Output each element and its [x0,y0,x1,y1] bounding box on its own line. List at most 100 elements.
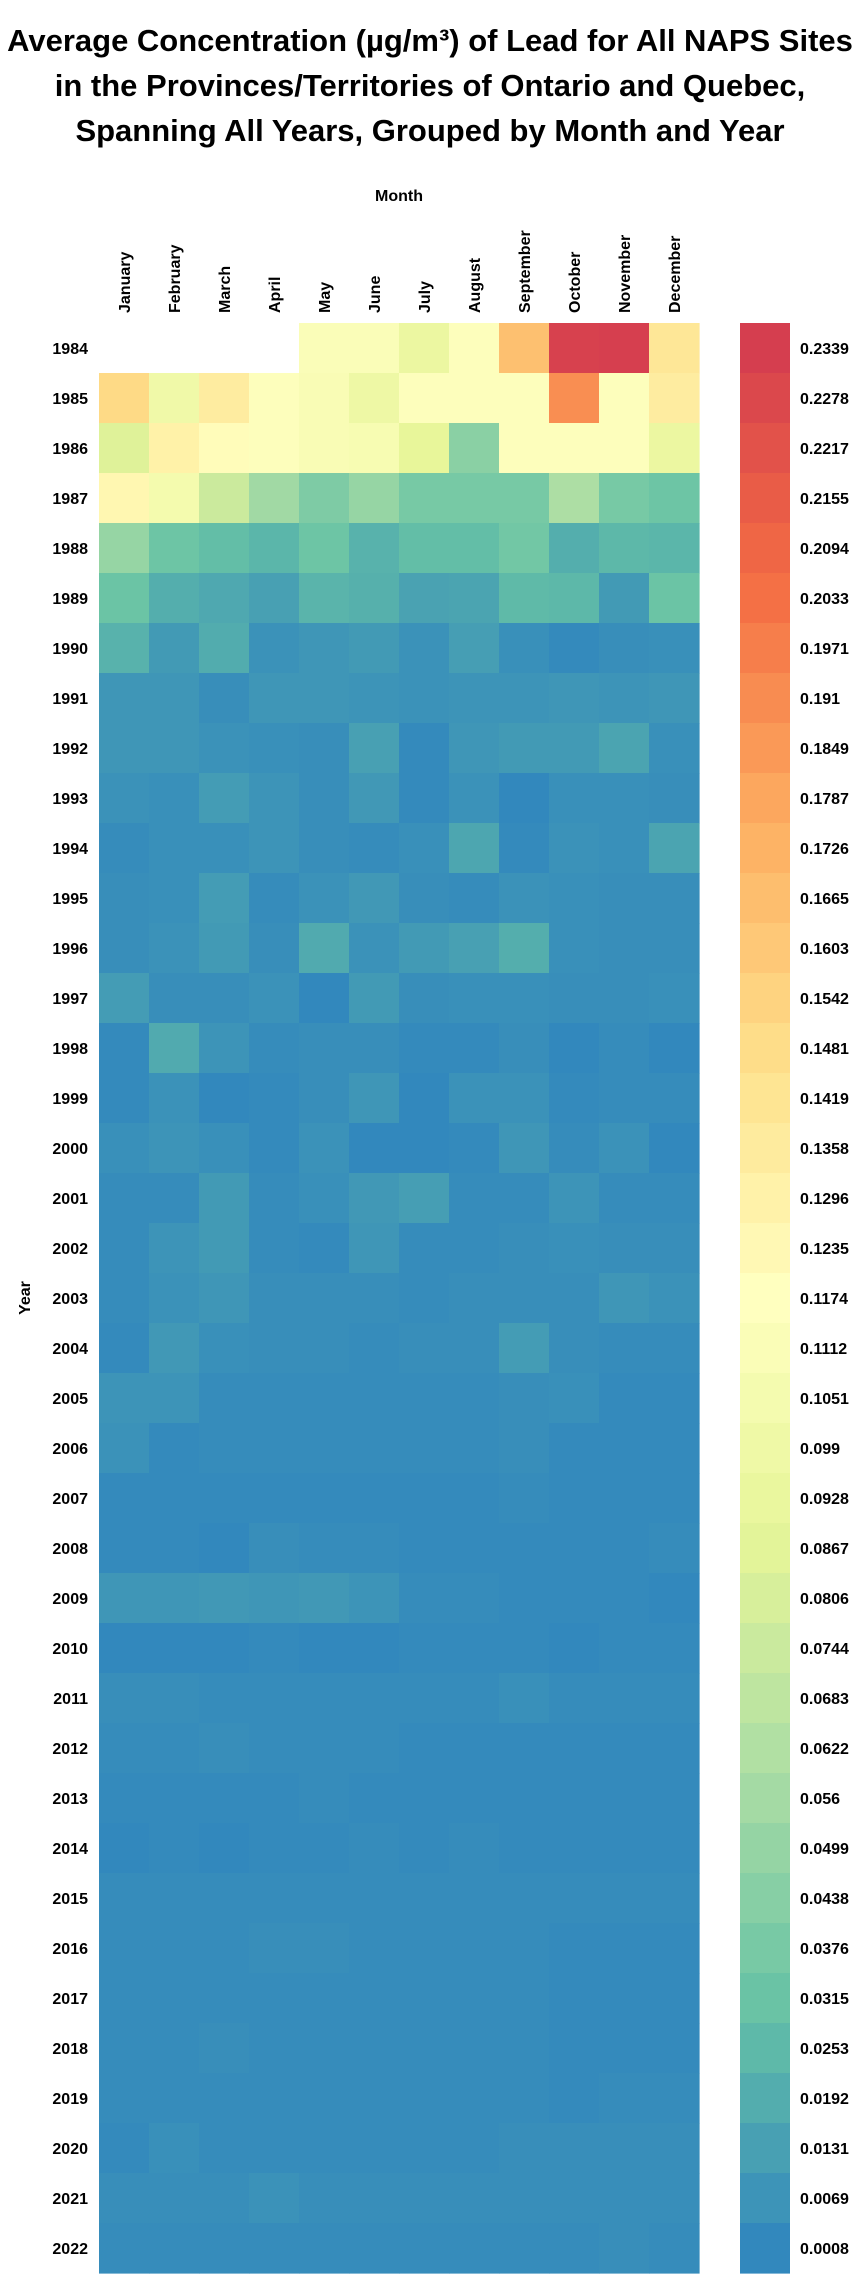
heatmap-cell [349,873,400,924]
chart-title: Average Concentration (µg/m³) of Lead fo… [0,18,860,153]
heatmap-cell [149,1373,200,1424]
heatmap-cell [199,773,250,824]
heatmap-cell [599,2023,650,2074]
colorbar-tick-label: 0.0192 [800,2091,849,2108]
heatmap-cell [249,1923,300,1974]
heatmap-cell [449,1123,500,1174]
heatmap-cell [299,623,350,674]
heatmap-cell [599,2223,650,2274]
heatmap-cell [199,373,250,424]
heatmap-cell [199,923,250,974]
colorbar-tick-label: 0.0806 [800,1591,849,1608]
heatmap-cell [99,2073,150,2124]
heatmap-cell [199,1273,250,1324]
heatmap-cell [599,1523,650,1574]
heatmap-cell [499,873,550,924]
heatmap-cell [399,1023,450,1074]
heatmap-cell [599,1473,650,1524]
heatmap-cell [649,1023,700,1074]
year-tick-label: 2016 [52,1941,88,1958]
colorbar-tick-label: 0.0131 [800,2141,849,2158]
colorbar-swatch [740,1623,790,1674]
heatmap-cell [499,423,550,474]
heatmap-cell [449,373,500,424]
heatmap-cell [649,1173,700,1224]
heatmap-cell [549,1123,600,1174]
heatmap-cell [499,2123,550,2174]
heatmap-cell [99,1523,150,1574]
colorbar-tick-label: 0.1296 [800,1191,849,1208]
heatmap-cell [249,923,300,974]
heatmap-cell [649,1923,700,1974]
colorbar-tick-label: 0.1603 [800,941,849,958]
colorbar-swatch [740,973,790,1024]
colorbar-swatch [740,623,790,674]
year-tick-label: 2003 [52,1291,88,1308]
heatmap-cell [549,1323,600,1374]
month-tick-label: October [567,252,584,313]
heatmap-cell [349,823,400,874]
heatmap-cell [149,2023,200,2074]
heatmap-cell [399,1223,450,1274]
heatmap-cell [99,1973,150,2024]
colorbar-swatch [740,2223,790,2274]
month-tick-label: September [517,230,534,313]
year-tick-label: 1998 [52,1041,88,1058]
colorbar-tick-label: 0.1419 [800,1091,849,1108]
year-tick-label: 1995 [52,891,88,908]
heatmap-cell [399,873,450,924]
heatmap-cell [149,623,200,674]
heatmap-cell [149,1523,200,1574]
heatmap-cell [299,1023,350,1074]
heatmap-cell [499,1123,550,1174]
colorbar-tick-label: 0.2155 [800,491,849,508]
year-tick-label: 2010 [52,1641,88,1658]
heatmap-cell [349,573,400,624]
heatmap-cell [149,823,200,874]
heatmap-cell [449,773,500,824]
heatmap-cell [149,1473,200,1524]
colorbar-swatch [740,1423,790,1474]
heatmap-cell [299,1973,350,2024]
heatmap-cell [499,373,550,424]
heatmap-cell [399,1323,450,1374]
heatmap-cell [649,323,700,374]
heatmap-cell [499,1223,550,1274]
colorbar-tick-label: 0.2339 [800,341,849,358]
heatmap-cell [549,673,600,724]
heatmap-cell [299,1923,350,1974]
heatmap-cell [349,523,400,574]
heatmap-cell [149,923,200,974]
heatmap-cell [499,1473,550,1524]
year-tick-label: 2007 [52,1491,88,1508]
heatmap-cell [299,1723,350,1774]
heatmap-cell [249,1123,300,1174]
colorbar-tick-label: 0.191 [800,691,840,708]
heatmap-cell [249,873,300,924]
heatmap-cell [499,523,550,574]
heatmap-cell [149,1273,200,1324]
heatmap-cell [199,1573,250,1624]
colorbar-swatch [740,2073,790,2124]
colorbar-swatch [740,1073,790,1124]
month-tick-label: December [667,236,684,313]
colorbar-tick-label: 0.0376 [800,1941,849,1958]
heatmap-cell [649,1823,700,1874]
colorbar-tick-label: 0.0253 [800,2041,849,2058]
heatmap-cell [599,1423,650,1474]
colorbar-swatch [740,1873,790,1924]
heatmap-cell [549,1023,600,1074]
heatmap-cell [199,1773,250,1824]
heatmap-cell [399,1423,450,1474]
colorbar-tick-label: 0.099 [800,1441,840,1458]
heatmap-cell [149,1623,200,1674]
heatmap-cell [449,673,500,724]
heatmap-cell [249,1823,300,1874]
heatmap-cell [549,1623,600,1674]
colorbar-swatch [740,1723,790,1774]
heatmap-cell [149,973,200,1024]
heatmap-cell [399,2173,450,2224]
heatmap-cell [649,373,700,424]
heatmap-cell [599,973,650,1024]
heatmap-cell [149,573,200,624]
